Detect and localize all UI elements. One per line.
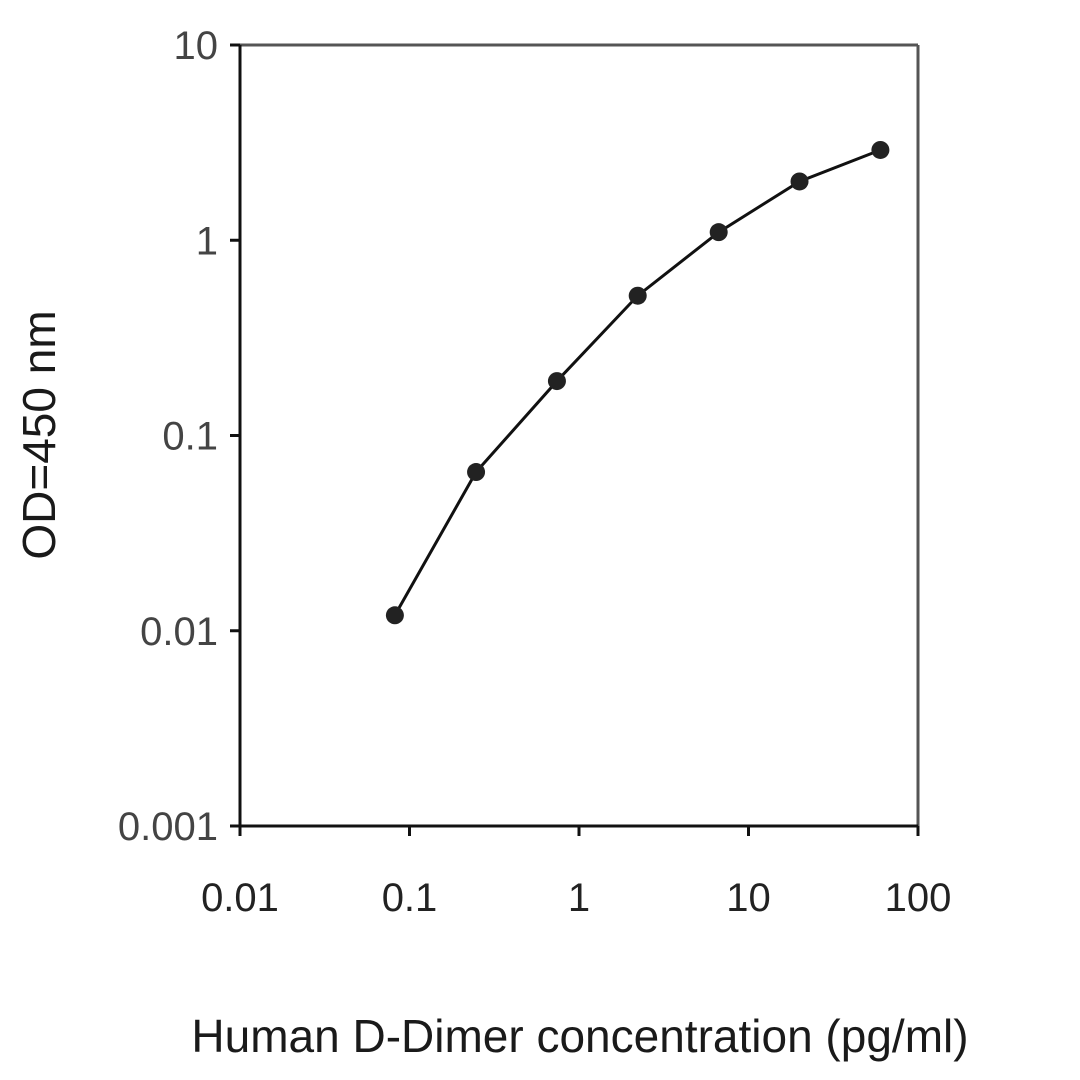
data-point — [628, 286, 647, 305]
y-tick-label: 10 — [174, 24, 219, 68]
data-point — [790, 172, 809, 191]
x-tick-label: 0.1 — [382, 876, 438, 920]
data-point — [547, 372, 566, 391]
y-axis-label: OD=450 nm — [13, 310, 65, 559]
plot-area — [238, 43, 920, 828]
data-point — [871, 140, 890, 159]
x-tick-label: 10 — [726, 876, 771, 920]
y-tick-label: 0.01 — [140, 610, 218, 654]
series-line — [393, 148, 881, 617]
x-tick-label: 1 — [568, 876, 590, 920]
series-layer — [385, 140, 890, 625]
data-point — [467, 463, 486, 482]
x-axis-label: Human D-Dimer concentration (pg/ml) — [191, 1010, 968, 1062]
data-point — [709, 223, 728, 242]
y-axis-ticks: 0.001 0.01 0.1 1 10 — [118, 24, 240, 849]
y-tick-label: 1 — [196, 219, 218, 263]
data-point — [385, 606, 404, 625]
x-tick-label: 100 — [885, 876, 952, 920]
x-axis-ticks: 0.01 0.1 1 10 100 — [201, 826, 951, 920]
y-tick-label: 0.1 — [162, 415, 218, 459]
x-tick-label: 0.01 — [201, 876, 279, 920]
y-tick-label: 0.001 — [118, 805, 218, 849]
